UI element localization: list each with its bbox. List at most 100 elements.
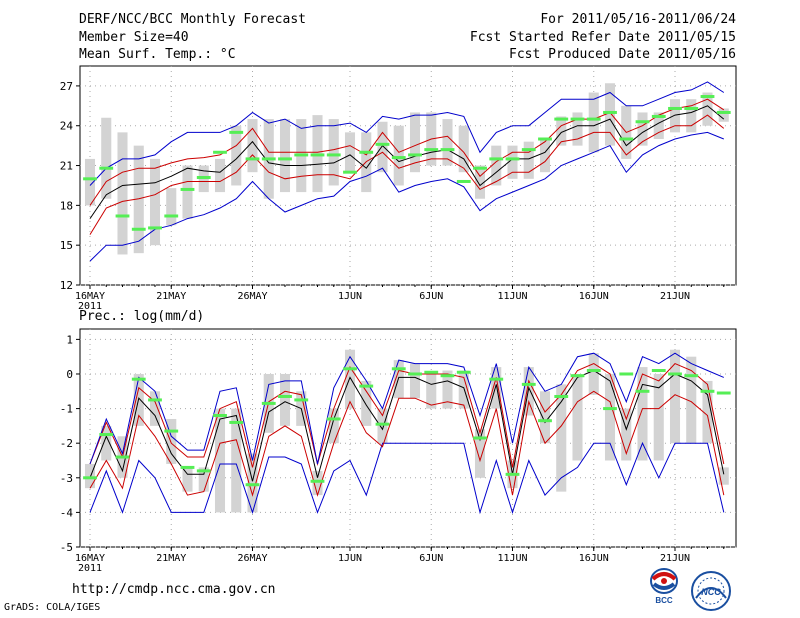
variable-label: Mean Surf. Temp.: °C (79, 47, 236, 62)
ncc-logo-text: NCC (701, 587, 721, 597)
temp-box (523, 141, 534, 179)
prec-obs-dash (538, 419, 552, 423)
prec-line-median (89, 369, 725, 482)
prec-box (426, 373, 437, 409)
prec-box (604, 373, 616, 461)
prec-box (214, 408, 226, 513)
prec-xtick-label: 6JUN (419, 553, 443, 564)
prec-box (198, 467, 209, 492)
temp-obs-dash (278, 157, 292, 161)
prec-ytick-label: 0 (66, 368, 73, 381)
prec-xtick-label: 26MAY (237, 553, 267, 564)
temp-xtick-label: 6JUN (419, 291, 443, 302)
temp-obs-dash (554, 117, 569, 121)
prec-box (231, 408, 242, 513)
temp-obs-dash (83, 177, 97, 181)
temp-obs-dash (684, 106, 699, 110)
member-size: Member Size=40 (79, 30, 189, 45)
prec-line-lower (89, 390, 725, 497)
prec-obs-dash (408, 372, 422, 376)
temp-ytick-label: 27 (60, 80, 73, 93)
prec-obs-dash (261, 401, 276, 405)
prec-obs-dash (278, 394, 292, 398)
bcc-logo: BCC (650, 568, 678, 605)
temp-obs-dash (408, 153, 422, 157)
prec-obs-dash (196, 469, 211, 473)
temp-box (474, 165, 486, 199)
temp-line-lower (89, 114, 725, 235)
temp-box (718, 108, 729, 122)
temp-obs-dash (99, 166, 114, 170)
prec-obs-dash (180, 465, 195, 469)
prec-box (247, 453, 258, 513)
source-url[interactable]: http://cmdp.ncc.cma.gov.cn (72, 582, 276, 597)
prec-ytick-label: -1 (60, 403, 73, 416)
prec-box (101, 425, 112, 461)
temp-box (653, 112, 664, 139)
prec-box (686, 356, 697, 444)
temp-box (231, 125, 242, 186)
temp-box (507, 145, 518, 179)
prec-box (312, 470, 323, 496)
prec-xtick-label: 16JUN (579, 553, 609, 564)
temp-line-median (89, 105, 725, 219)
prec-obs-dash (489, 377, 504, 381)
temp-obs-dash (180, 187, 195, 191)
temp-box (84, 158, 96, 206)
prec-box (458, 370, 469, 409)
prec-obs-dash (570, 374, 585, 378)
prec-box (491, 367, 502, 409)
temp-obs-dash (359, 150, 374, 154)
prec-obs-dash (505, 472, 520, 476)
temp-obs-dash (716, 110, 731, 114)
temp-obs-dash (586, 117, 601, 121)
prec-box (637, 367, 648, 461)
prec-obs-dash (245, 483, 260, 487)
prec-obs-dash (294, 398, 309, 402)
prec-obs-dash (554, 394, 569, 398)
prec-box (377, 408, 388, 444)
temp-obs-dash (505, 157, 520, 161)
temp-line-upper (89, 98, 725, 206)
prec-obs-dash (148, 398, 162, 402)
prec-obs-dash (164, 429, 179, 433)
temp-xtick-label: 16JUN (579, 291, 609, 302)
prec-box (409, 363, 421, 399)
temp-obs-dash (229, 130, 244, 134)
prec-box (182, 467, 193, 492)
prec-box (344, 349, 356, 409)
ncc-logo: NCC (691, 571, 731, 611)
temp-line-max (89, 131, 724, 262)
prec-obs-dash (521, 382, 536, 386)
temp-obs-dash (424, 148, 439, 152)
prec-obs-dash (326, 417, 341, 421)
temp-box (588, 92, 599, 153)
temp-box (328, 119, 339, 186)
prec-obs-dash (359, 384, 374, 388)
prec-ytick-label: -3 (60, 472, 73, 485)
temp-ytick-label: 15 (60, 239, 73, 252)
prec-line-min (89, 441, 725, 515)
prec-box (539, 391, 551, 444)
temp-obs-dash (261, 157, 276, 161)
prec-obs-dash (99, 433, 114, 437)
temp-obs-dash (700, 95, 715, 99)
prec-ytick-label: -4 (60, 506, 74, 519)
prec-obs-dash (456, 370, 471, 374)
temp-obs-dash (603, 110, 617, 114)
prec-obs-dash (229, 420, 244, 424)
bcc-logo-text: BCC (655, 596, 673, 605)
temp-xtick-label: 11JUN (497, 291, 527, 302)
temp-obs-dash (440, 148, 455, 152)
temp-box (214, 158, 226, 193)
prec-obs-dash (343, 367, 357, 371)
temp-box (686, 99, 697, 133)
temp-obs-dash (635, 120, 650, 124)
temp-obs-dash (310, 153, 325, 157)
temp-box (458, 125, 469, 173)
temp-obs-dash (164, 214, 179, 218)
prec-frame (79, 328, 737, 548)
